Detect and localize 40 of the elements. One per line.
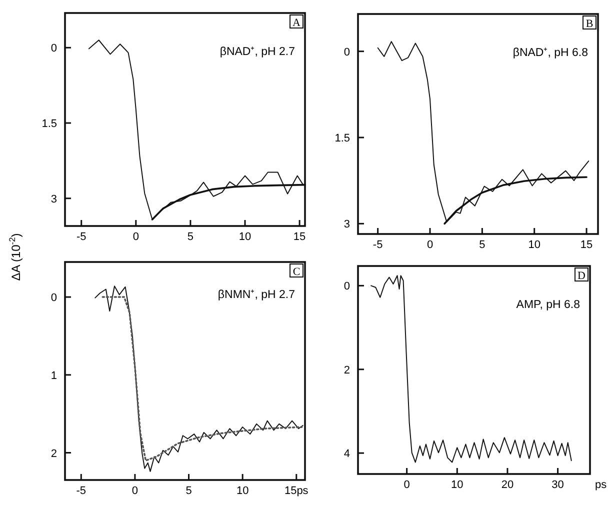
x-tick-label: 0 [404,479,410,491]
annotation: B [586,18,594,30]
y-tick-label: 3 [50,193,57,206]
annotation: βNAD⁺, pH 2.7 [220,46,295,58]
x-tick-label: 5 [186,485,192,497]
x-tick-label: 15 [293,231,306,243]
x-tick-label: 15 [580,239,593,251]
x-tick-label: 0 [132,231,139,243]
x-tick-label: 5 [479,239,486,251]
annotation: βNMN⁺, pH 2.7 [218,289,295,301]
y-tick-label: 1 [50,370,57,382]
y-tick-label: 4 [344,448,350,460]
x-tick-label: 15ps [284,485,309,497]
annotation: C [292,266,300,278]
y-tick-label: 0 [344,46,350,58]
x-tick-label: 30 [552,479,564,491]
x-tick-label: 0 [426,239,434,251]
x-tick-label: -5 [372,239,383,251]
y-tick-label: 0 [50,292,57,304]
x-tick-label: 5 [187,231,194,243]
y-tick-label: 2 [50,448,57,460]
annotation: D [578,270,586,282]
y-tick-label: 3 [344,218,350,231]
y-tick-label: 0 [344,280,350,293]
x-tick-label: 0 [132,485,138,497]
y-tick-label: 2 [344,364,350,376]
x-tick-label: 10 [238,231,252,243]
y-tick-label: 1.5 [334,132,350,144]
annotation: βNAD⁺, pH 6.8 [512,47,588,59]
x-tick-label: -5 [76,231,86,243]
annotation: AMP, pH 6.8 [516,299,580,311]
annotation: A [292,17,301,29]
x-tick-label: 10 [528,239,540,251]
x-tick-label: 10 [236,485,249,497]
x-tick-label: 10 [451,479,464,491]
y-tick-label: 1.5 [42,118,57,130]
x-tick-label: -5 [76,485,86,497]
x-tick-label: 20 [501,479,514,491]
y-tick-label: 0 [50,42,57,55]
x-axis-title: ps [595,479,608,491]
